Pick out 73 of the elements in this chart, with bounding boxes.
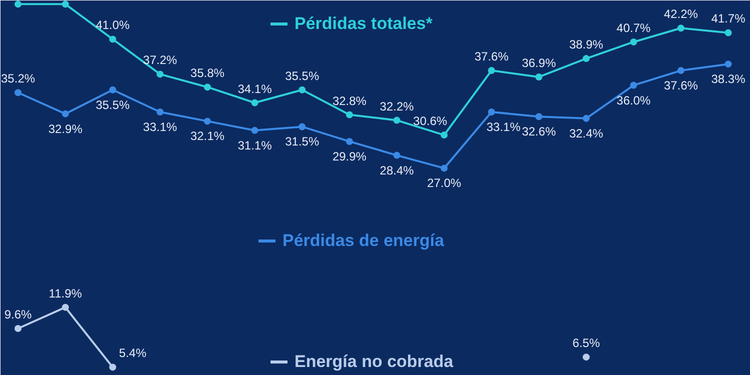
point [346, 138, 353, 145]
point [488, 67, 496, 74]
data-label: 11.9% [48, 286, 82, 300]
point [630, 38, 638, 46]
point [14, 89, 22, 96]
legend-label: Pérdidas totales* [294, 14, 433, 33]
point [582, 354, 590, 361]
data-label: 27.0% [427, 176, 462, 190]
point [109, 86, 116, 94]
point [393, 152, 400, 159]
point [677, 67, 684, 74]
data-label: 38.3% [711, 72, 746, 86]
point [62, 0, 69, 8]
point [346, 111, 353, 118]
point [677, 24, 684, 32]
point [156, 70, 164, 78]
data-label: 32.1% [190, 129, 225, 144]
point [724, 60, 732, 68]
data-label: 32.8% [332, 94, 367, 108]
point [251, 126, 258, 134]
data-label: 6.5% [572, 336, 600, 350]
point [298, 86, 306, 94]
data-label: 37.2% [143, 53, 178, 68]
data-label: 35.5% [285, 68, 320, 83]
data-label: 5.4% [119, 346, 147, 360]
point [630, 82, 638, 89]
point [440, 164, 448, 172]
point [109, 36, 116, 43]
point [204, 84, 211, 91]
point [535, 113, 542, 120]
data-label: 31.5% [285, 134, 320, 149]
data-label: 36.0% [616, 93, 651, 108]
data-label: 41.0% [96, 18, 130, 32]
data-label: 41.7% [711, 12, 746, 26]
data-label: 32.6% [522, 124, 556, 139]
point [251, 99, 258, 106]
point [298, 123, 306, 130]
data-label: 32.9% [48, 122, 83, 136]
legend-label: Energía no cobrada [294, 352, 454, 371]
data-label: 32.2% [380, 99, 414, 114]
point [724, 29, 732, 36]
point [62, 110, 69, 118]
data-label: 37.6% [474, 50, 509, 64]
data-label: 37.6% [664, 78, 698, 93]
data-label: 34.1% [238, 82, 272, 96]
data-label: 33.1% [143, 120, 178, 134]
point [393, 116, 400, 124]
data-label: 35.5% [96, 98, 130, 112]
point [14, 0, 22, 8]
data-label: 28.4% [380, 163, 414, 178]
point [535, 73, 542, 80]
point [14, 325, 22, 332]
point [204, 118, 211, 125]
data-label: 31.1% [238, 138, 272, 152]
data-label: 35.8% [190, 66, 225, 80]
point [440, 132, 448, 139]
data-label: 42.2% [664, 7, 698, 22]
data-label: 32.4% [569, 126, 604, 140]
point [62, 304, 69, 311]
data-label: 40.7% [616, 20, 651, 35]
legend-label: Pérdidas de energía [282, 231, 445, 250]
point [109, 364, 116, 371]
data-label: 38.9% [569, 38, 604, 52]
data-label: 35.2% [1, 72, 36, 86]
point [488, 108, 496, 116]
point [156, 108, 164, 116]
data-label: 30.6% [413, 114, 448, 128]
data-label: 33.1% [486, 120, 521, 134]
point [582, 55, 590, 62]
data-label: 9.6% [4, 308, 32, 322]
point [582, 114, 590, 122]
data-label: 29.9% [332, 149, 367, 164]
data-label: 36.9% [522, 56, 556, 70]
